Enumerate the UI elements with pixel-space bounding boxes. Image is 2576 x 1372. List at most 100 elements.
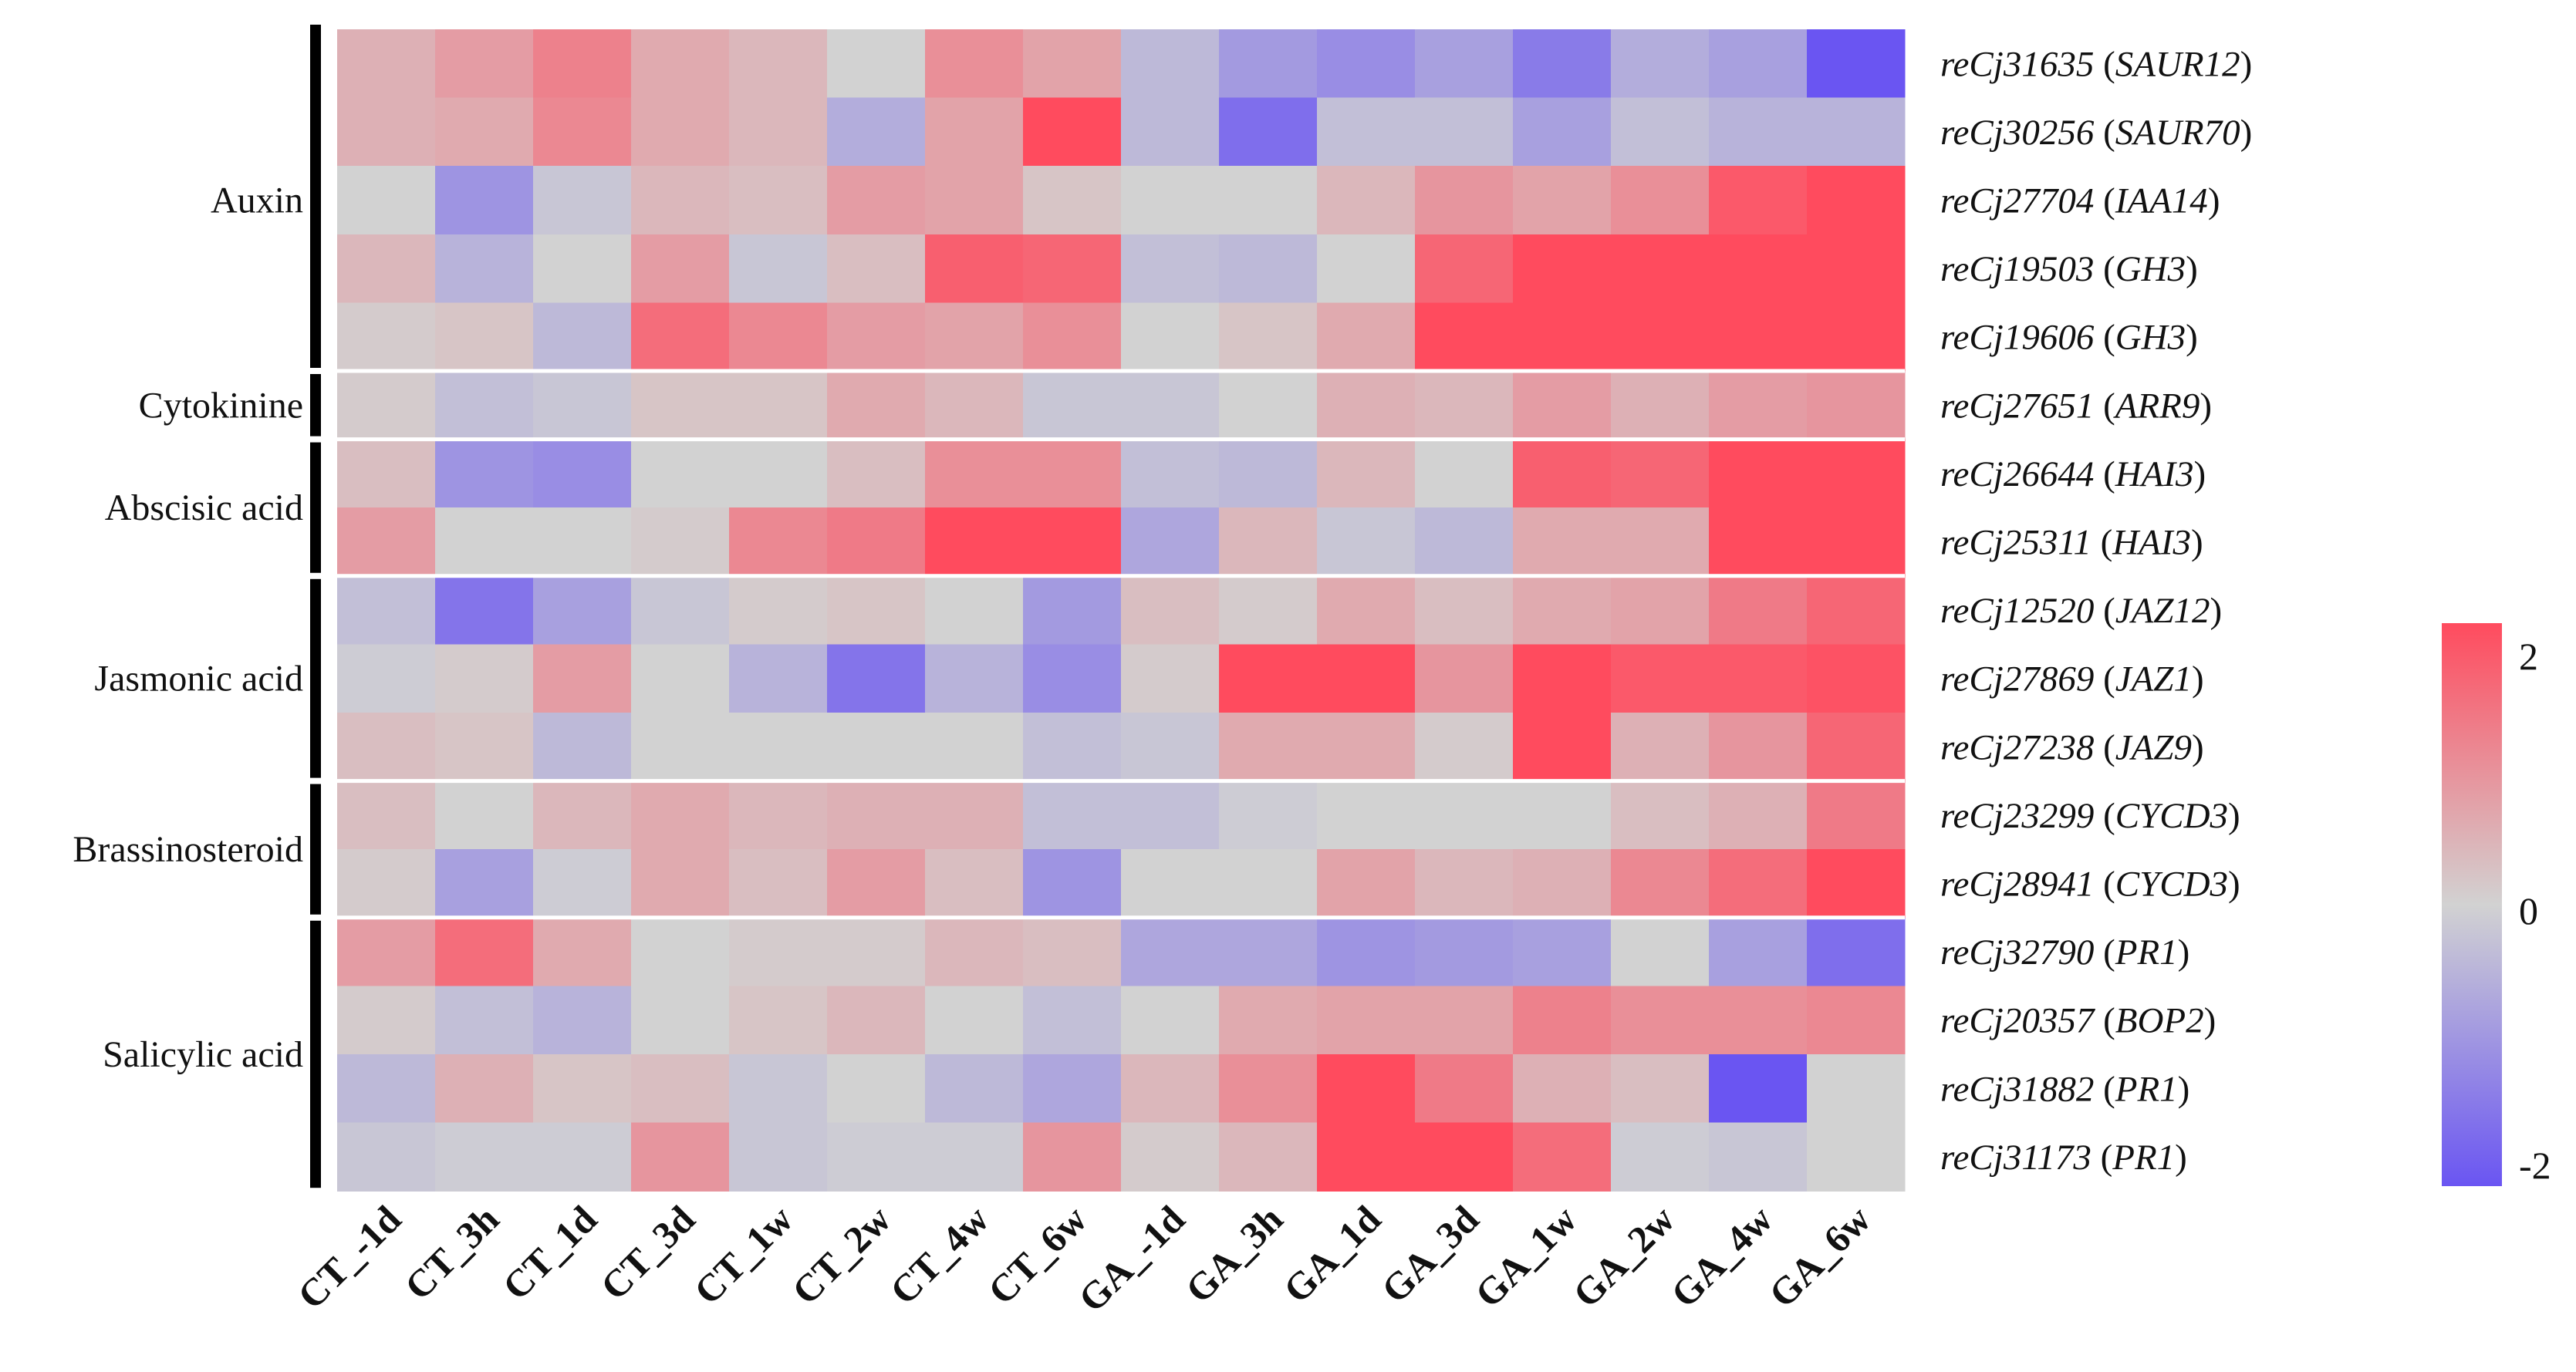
heatmap-cell	[729, 29, 828, 99]
heatmap-cell	[827, 575, 926, 645]
heatmap-cell	[1219, 166, 1318, 235]
gene-symbol: GH3	[2115, 318, 2186, 358]
heatmap-cell	[337, 644, 436, 713]
heatmap-cell	[631, 1122, 730, 1192]
gene-paren-close: )	[2208, 181, 2220, 221]
heatmap-cell	[1219, 986, 1318, 1055]
gene-symbol: BOP2	[2115, 1001, 2204, 1041]
heatmap-cell	[1611, 1054, 1710, 1124]
heatmap-cell	[1219, 644, 1318, 713]
gene-paren-open: (	[2094, 727, 2115, 767]
heatmap-cell	[1415, 302, 1514, 372]
gene-paren-open: (	[2094, 181, 2115, 221]
heatmap-cell	[925, 644, 1024, 713]
gene-paren-open: (	[2094, 318, 2115, 358]
colorbar-tick-max: 2	[2519, 635, 2538, 678]
heatmap-cell	[1023, 507, 1122, 577]
gene-id: reCj32790	[1940, 932, 2094, 973]
heatmap-cell	[827, 986, 926, 1055]
heatmap-cell	[1807, 439, 1906, 508]
row-label: reCj27651 (ARR9)	[1940, 386, 2212, 426]
heatmap-cell	[1023, 1122, 1122, 1192]
heatmap-cell	[337, 97, 436, 167]
heatmap-cell	[1121, 644, 1220, 713]
row-label: reCj31635 (SAUR12)	[1940, 44, 2252, 84]
heatmap-cell	[729, 507, 828, 577]
heatmap-cell	[925, 166, 1024, 235]
heatmap-cell	[729, 780, 828, 850]
heatmap-cell	[435, 29, 534, 99]
heatmap-cell	[533, 713, 632, 782]
heatmap-cell	[1219, 849, 1318, 919]
heatmap-cell	[1415, 986, 1514, 1055]
heatmap-cell	[1513, 849, 1612, 919]
group-bar	[310, 442, 321, 573]
gene-symbol: JAZ1	[2115, 659, 2192, 699]
heatmap-cell	[533, 302, 632, 372]
row-label: reCj19503 (GH3)	[1940, 249, 2198, 289]
heatmap-cell	[631, 644, 730, 713]
heatmap-cell	[435, 1122, 534, 1192]
heatmap-cell	[631, 507, 730, 577]
heatmap-cell	[1415, 439, 1514, 508]
gene-id: reCj31635	[1940, 44, 2094, 84]
row-label: reCj23299 (CYCD3)	[1940, 796, 2240, 836]
heatmap-cell	[1219, 713, 1318, 782]
heatmap-cell	[1709, 849, 1808, 919]
gene-id: reCj27869	[1940, 659, 2094, 699]
heatmap-cell	[1219, 439, 1318, 508]
heatmap-cell	[533, 917, 632, 986]
heatmap-cell	[435, 575, 534, 645]
heatmap-cell	[1121, 1054, 1220, 1124]
gene-symbol: GH3	[2115, 249, 2186, 289]
heatmap-cell	[1807, 302, 1906, 372]
heatmap-cell	[1317, 1122, 1416, 1192]
heatmap-cell	[729, 986, 828, 1055]
heatmap-cell	[631, 849, 730, 919]
heatmap-cell	[1513, 917, 1612, 986]
column-label: GA_2w	[1565, 1197, 1683, 1316]
heatmap-cell	[1611, 166, 1710, 235]
column-label: GA_6w	[1761, 1197, 1879, 1316]
heatmap-cell	[435, 371, 534, 440]
heatmap-cell	[729, 97, 828, 167]
heatmap-cell	[729, 917, 828, 986]
heatmap-cell	[1807, 917, 1906, 986]
gene-id: reCj26644	[1940, 454, 2094, 494]
heatmap-cell	[435, 917, 534, 986]
heatmap-cell	[435, 986, 534, 1055]
heatmap-cell	[925, 780, 1024, 850]
heatmap-cell	[533, 849, 632, 919]
gene-symbol: SAUR12	[2115, 44, 2240, 84]
heatmap-cell	[827, 917, 926, 986]
heatmap-cell	[1807, 986, 1906, 1055]
heatmap-cell	[1121, 1122, 1220, 1192]
row-label: reCj28941 (CYCD3)	[1940, 865, 2240, 905]
gene-paren-open: (	[2094, 865, 2115, 905]
gene-id: reCj27704	[1940, 181, 2094, 221]
heatmap-cell	[1219, 371, 1318, 440]
gene-paren-open: (	[2092, 1138, 2112, 1178]
heatmap-cell	[827, 507, 926, 577]
heatmap-cell	[631, 439, 730, 508]
heatmap-cell	[337, 575, 436, 645]
heatmap-cell	[1807, 575, 1906, 645]
heatmap-cell	[1023, 234, 1122, 303]
heatmap-cell	[435, 439, 534, 508]
heatmap-cell	[1317, 986, 1416, 1055]
heatmap-cell	[729, 371, 828, 440]
heatmap-cell	[533, 1054, 632, 1124]
heatmap-cell	[1121, 986, 1220, 1055]
heatmap-cell	[827, 780, 926, 850]
gene-paren-open: (	[2094, 932, 2115, 973]
gene-symbol: SAUR70	[2115, 113, 2240, 153]
heatmap-cell	[1023, 575, 1122, 645]
heatmap-cell	[1219, 780, 1318, 850]
heatmap-cell	[533, 575, 632, 645]
heatmap-cell	[533, 439, 632, 508]
group-bars	[310, 25, 321, 1188]
heatmap-cell	[1513, 575, 1612, 645]
gene-paren-close: )	[2186, 249, 2198, 289]
gene-id: reCj19503	[1940, 249, 2094, 289]
heatmap-cell	[1513, 29, 1612, 99]
